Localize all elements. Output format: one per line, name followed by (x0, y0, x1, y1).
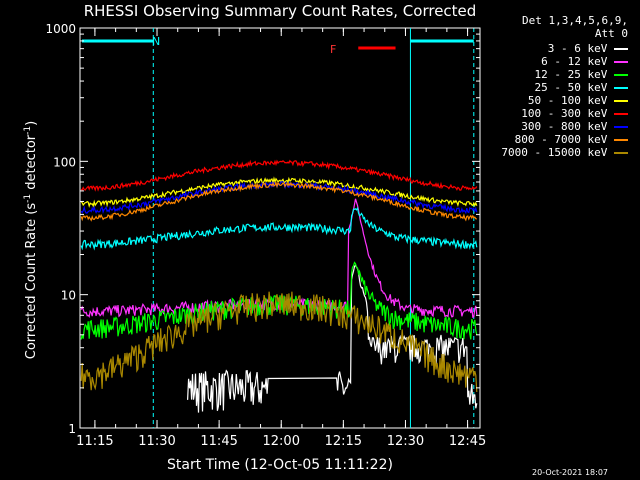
flare-label: F (330, 43, 336, 56)
legend-entry-label: 800 - 7000 keV (514, 133, 614, 146)
y-tick-label: 10 (61, 289, 76, 303)
plot-frame (79, 27, 481, 429)
svg-text:Corrected Count Rate (s-1 dete: Corrected Count Rate (s-1 detector-1) (23, 121, 39, 359)
legend-entry: 50 - 100 keV (528, 94, 628, 107)
y-axis-label-mid: detector (24, 134, 39, 194)
legend-entry: 800 - 7000 keV (515, 133, 628, 146)
y-tick-label: 1000 (45, 22, 76, 36)
legend-swatch (614, 113, 628, 115)
legend-entry: 25 - 50 keV (535, 81, 628, 94)
y-tick-label: 1 (68, 422, 76, 436)
x-tick-label: 12:30 (387, 434, 424, 449)
legend-entry-label: 25 - 50 keV (534, 81, 614, 94)
series-line (80, 176, 478, 209)
legend-swatch (614, 126, 628, 128)
legend-entry: 100 - 300 keV (521, 107, 628, 120)
chart-title: RHESSI Observing Summary Count Rates, Co… (84, 2, 477, 20)
night-label: N (152, 35, 160, 48)
legend-swatch (614, 61, 628, 63)
x-tick-label: 11:15 (76, 434, 113, 449)
legend-swatch (614, 152, 628, 154)
legend-swatch (614, 87, 628, 89)
series-line (80, 198, 478, 319)
legend-swatch (614, 74, 628, 76)
y-axis-label-end: ) (24, 121, 39, 126)
legend-entry: 12 - 25 keV (535, 68, 628, 81)
legend-entry: 7000 - 15000 keV (501, 146, 628, 159)
legend-entry: 6 - 12 keV (541, 55, 628, 68)
legend-swatch (614, 100, 628, 102)
legend-entry: 3 - 6 keV (548, 42, 628, 55)
legend-entry-label: 50 - 100 keV (527, 94, 614, 107)
legend-entry-label: 12 - 25 keV (534, 68, 614, 81)
y-axis-label-sup2: -1 (23, 126, 33, 135)
legend-entry-label: 3 - 6 keV (547, 42, 614, 55)
legend-swatch (614, 139, 628, 141)
legend-entry: 300 - 800 keV (521, 120, 628, 133)
attenuator-label: Att 0 (594, 27, 628, 40)
x-tick-label: 12:00 (263, 434, 300, 449)
timestamp: 20-Oct-2021 18:07 (532, 468, 608, 477)
legend-swatch (614, 48, 628, 50)
legend-entry-label: 100 - 300 keV (521, 107, 614, 120)
y-tick-label: 100 (53, 155, 76, 169)
y-axis-label-main: Corrected Count Rate (s (24, 203, 39, 360)
x-tick-label: 11:30 (138, 434, 175, 449)
series-line (80, 159, 478, 192)
series-line (80, 291, 478, 393)
legend-entry-label: 7000 - 15000 keV (501, 146, 614, 159)
y-axis-label-sup1: -1 (23, 194, 33, 203)
legend-entry-label: 300 - 800 keV (521, 120, 614, 133)
y-axis-label: Corrected Count Rate (s-1 detector-1) (23, 121, 39, 359)
series-line (80, 181, 477, 222)
x-tick-label: 12:15 (325, 434, 362, 449)
x-tick-label: 11:45 (200, 434, 237, 449)
legend-entry-label: 6 - 12 keV (541, 55, 614, 68)
detectors-label: Det 1,3,4,5,6,9, (522, 14, 628, 27)
x-axis-label: Start Time (12-Oct-05 11:11:22) (167, 457, 393, 473)
series-line (187, 264, 478, 413)
series-line (80, 206, 478, 251)
x-tick-label: 12:45 (449, 434, 486, 449)
